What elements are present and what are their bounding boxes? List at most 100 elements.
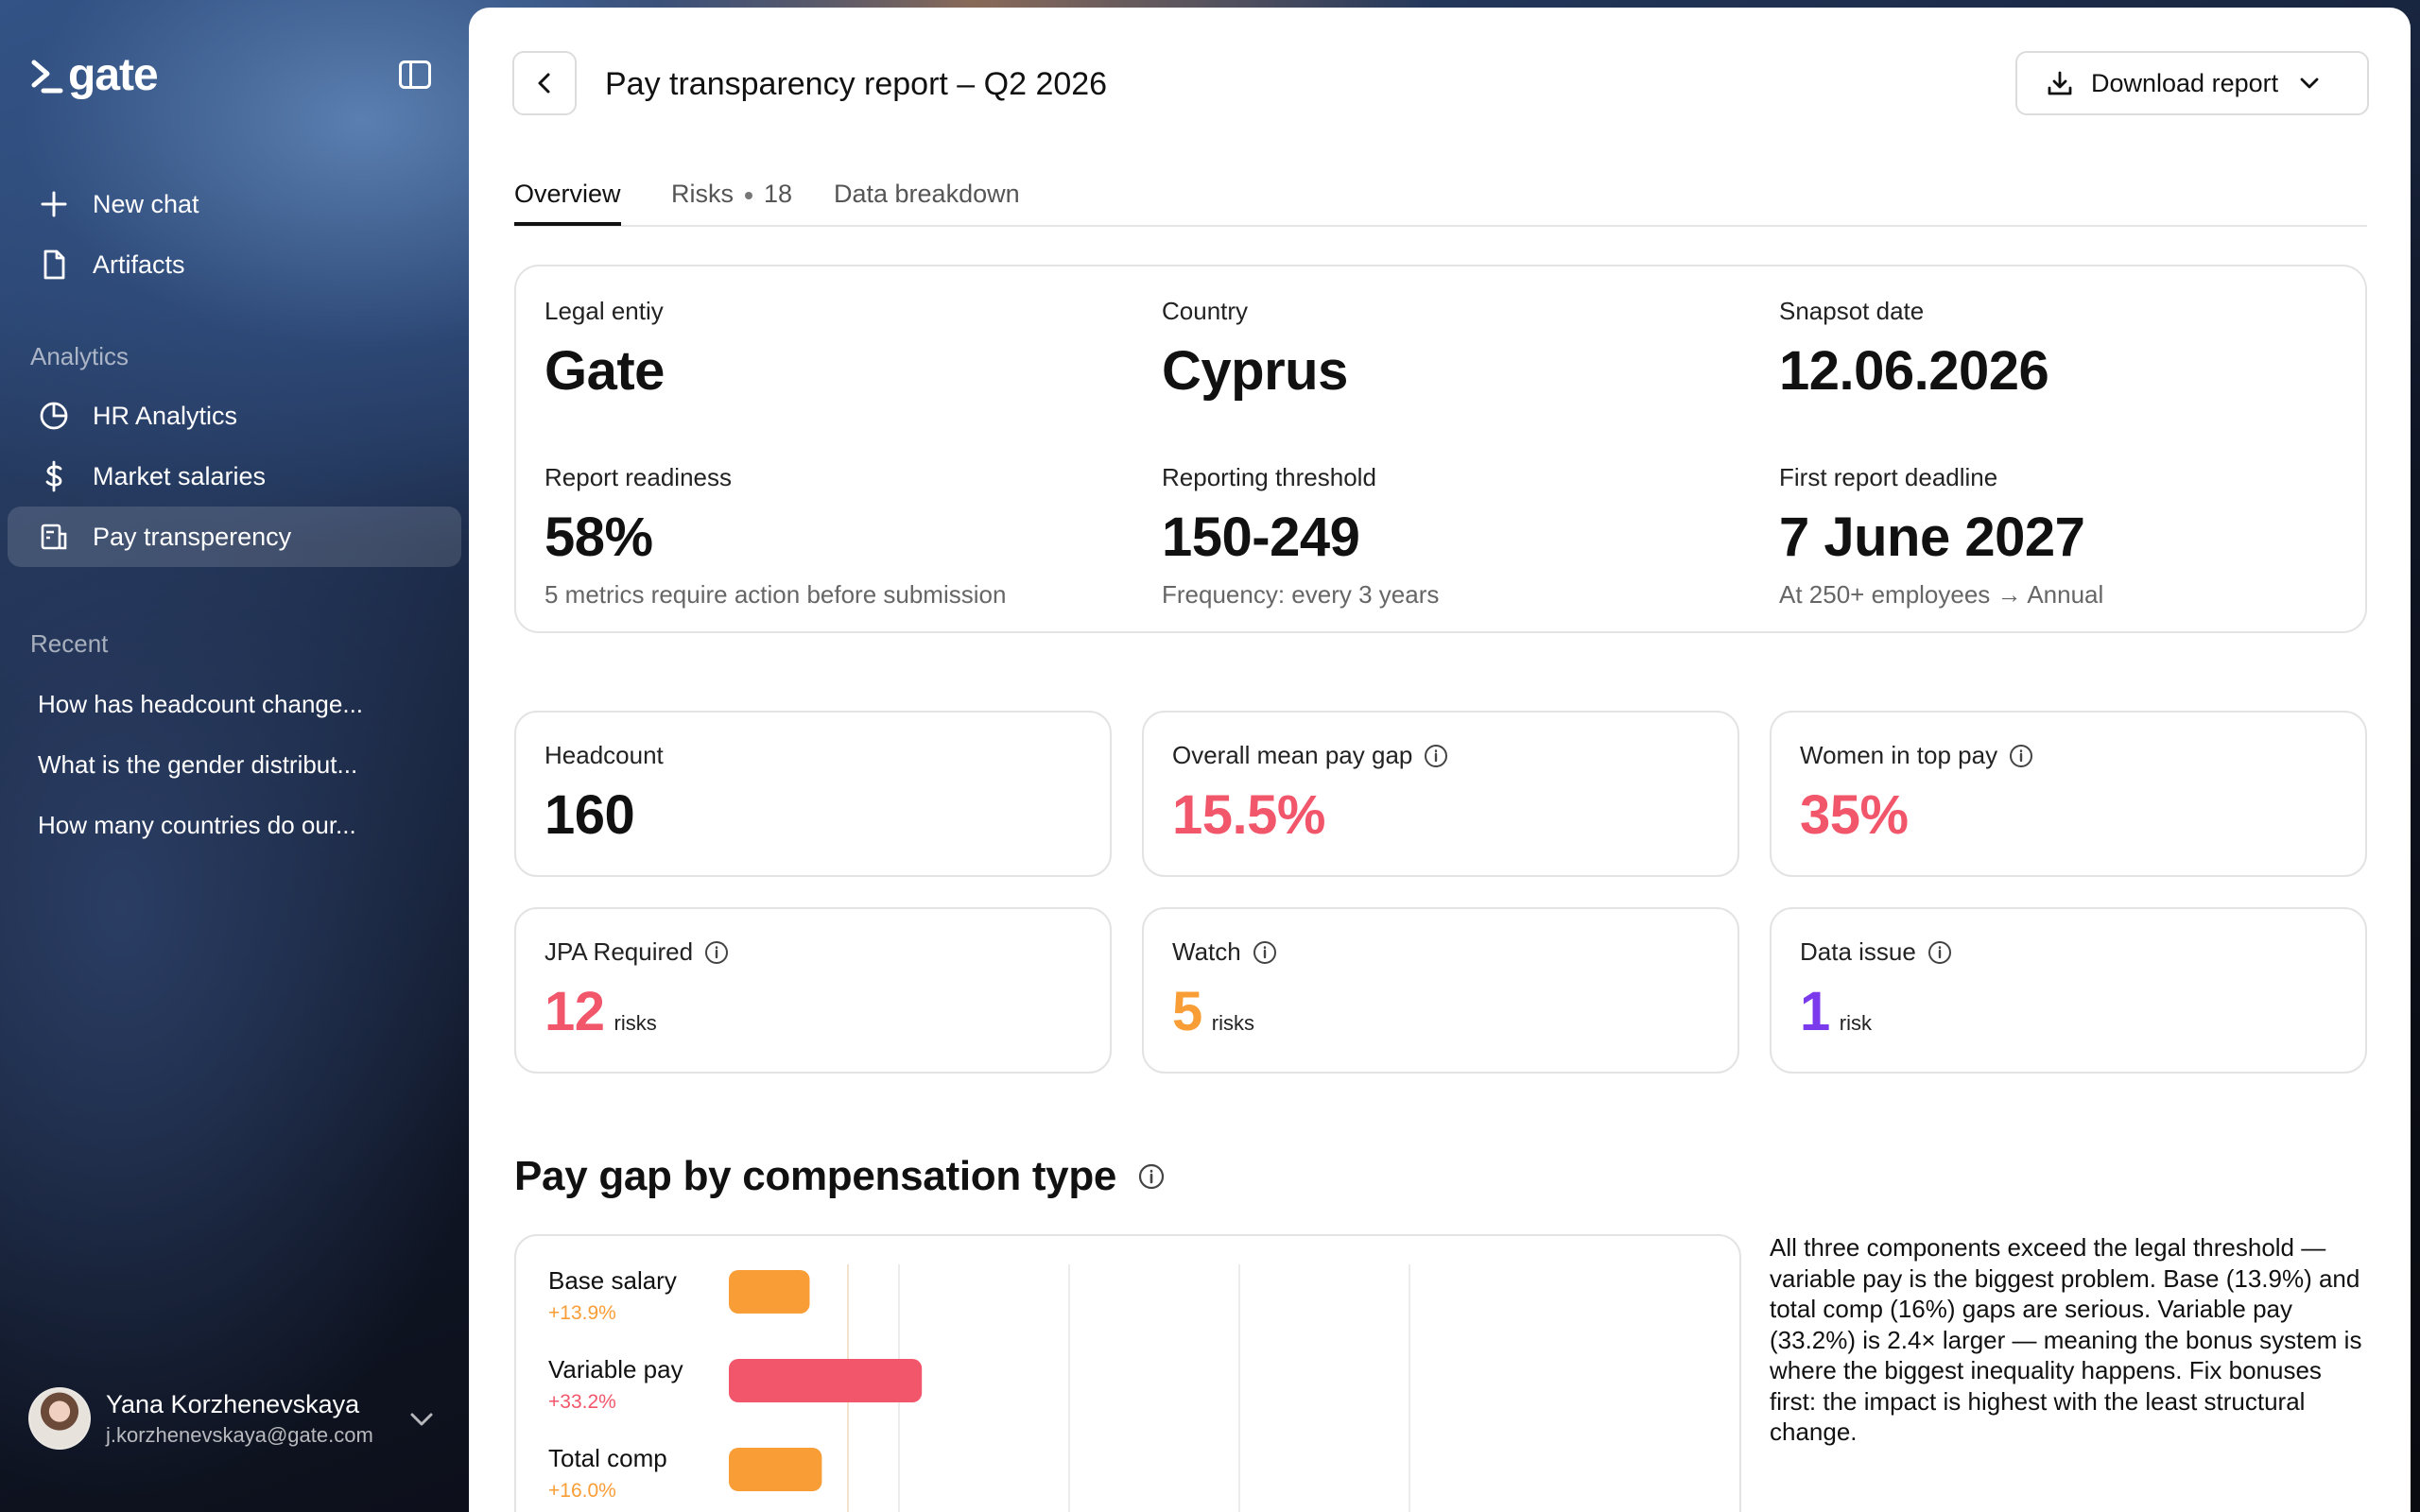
headcount-label: Headcount: [544, 741, 664, 769]
user-name: Yana Korzhenevskaya: [106, 1389, 360, 1418]
dollar-icon: [45, 460, 62, 492]
snapshot-date-label: Snapsot date: [1779, 297, 1925, 325]
chart-value-label: +33.2%: [548, 1391, 616, 1413]
legal-entity-field: Legal entiy Gate: [544, 297, 665, 403]
jpa-required-card[interactable]: JPA Required 12 risks: [514, 907, 1112, 1074]
chart-category-label: Variable pay: [548, 1355, 683, 1383]
avatar: [28, 1387, 91, 1450]
chart-category-label: Total comp: [548, 1444, 667, 1472]
pay-gap-chart: Base salary +13.9% Variable pay +33.2% Total…: [514, 1234, 1741, 1512]
download-label: Download report: [2091, 68, 2279, 97]
recent-section-label: Recent: [30, 629, 109, 658]
report-info-card: Legal entiy Gate Country Cyprus Snapsot …: [514, 265, 2367, 633]
chart-bar[interactable]: [729, 1270, 810, 1314]
data-issue-card[interactable]: Data issue 1 risk: [1770, 907, 2367, 1074]
watch-unit: risks: [1211, 1011, 1254, 1035]
legal-entity-value: Gate: [544, 340, 665, 402]
download-report-button[interactable]: Download report: [2015, 51, 2369, 115]
jpa-required-unit: risks: [614, 1011, 657, 1035]
country-label: Country: [1162, 297, 1249, 325]
user-profile[interactable]: Yana Korzhenevskaya j.korzhenevskaya@gat…: [28, 1387, 373, 1450]
analytics-section-label: Analytics: [30, 342, 130, 370]
report-deadline-label: First report deadline: [1779, 463, 1998, 491]
watch-card[interactable]: Watch 5 risks: [1142, 907, 1739, 1074]
women-top-pay-label: Women in top pay: [1800, 741, 2337, 770]
legal-entity-label: Legal entiy: [544, 297, 664, 325]
chart-value-label: +16.0%: [548, 1480, 616, 1502]
tab-risks-count: 18: [764, 180, 793, 208]
reporting-threshold-label: Reporting threshold: [1162, 463, 1376, 491]
download-icon: [2048, 71, 2072, 95]
data-issue-value: 1 risk: [1800, 981, 1872, 1042]
women-top-pay-card: Women in top pay 35%: [1770, 711, 2367, 877]
country-field: Country Cyprus: [1162, 297, 1348, 403]
app-logo[interactable]: gate: [30, 49, 159, 101]
app-name: gate: [68, 50, 159, 100]
info-icon[interactable]: [1137, 1162, 1166, 1191]
collapse-sidebar-icon[interactable]: [399, 60, 431, 89]
sidebar-item-label: Market salaries: [93, 461, 267, 490]
chart-bar[interactable]: [729, 1359, 923, 1402]
prompt-logo-icon: [31, 60, 63, 93]
chevron-down-icon: [2300, 77, 2319, 89]
watch-label: Watch: [1172, 937, 1709, 967]
chart-bar[interactable]: [729, 1448, 822, 1491]
report-icon: [41, 524, 67, 550]
main-panel: Pay transparency report – Q2 2026 Downlo…: [469, 8, 2411, 1512]
watch-value: 5 risks: [1172, 981, 1254, 1042]
jpa-required-label: JPA Required: [544, 937, 1081, 967]
pay-gap-chart-svg: Base salary +13.9% Variable pay +33.2% Total…: [548, 1264, 1410, 1512]
sidebar-item-label: New chat: [93, 189, 199, 218]
tab-risks[interactable]: Risks 18: [671, 180, 792, 226]
snapshot-date-field: Snapsot date 12.06.2026: [1779, 297, 2049, 403]
chart-explanation: All three components exceed the legal th…: [1770, 1233, 2362, 1446]
report-deadline-field: First report deadline 7 June 2027 At 250…: [1779, 463, 2103, 610]
headcount-value: 160: [544, 784, 635, 846]
reporting-threshold-note: Frequency: every 3 years: [1162, 580, 1440, 609]
data-issue-label: Data issue: [1800, 937, 2337, 967]
user-email: j.korzhenevskaya@gate.com: [106, 1422, 373, 1447]
tab-bar: Overview Risks 18 Data breakdown: [514, 170, 2367, 227]
info-icon[interactable]: [1253, 940, 1277, 965]
reporting-threshold-field: Reporting threshold 150-249 Frequency: e…: [1162, 463, 1439, 610]
report-deadline-note: At 250+ employees → Annual: [1779, 580, 2104, 609]
tab-data-breakdown[interactable]: Data breakdown: [834, 180, 1020, 208]
chart-value-label: +13.9%: [548, 1302, 616, 1324]
headcount-card: Headcount 160: [514, 711, 1112, 877]
report-deadline-value: 7 June 2027: [1779, 507, 2085, 568]
recent-chat-item[interactable]: How many countries do our...: [38, 811, 356, 839]
women-top-pay-value: 35%: [1800, 784, 1909, 846]
info-icon[interactable]: [1927, 940, 1952, 965]
info-icon[interactable]: [704, 940, 729, 965]
chevron-left-icon: [538, 73, 550, 94]
report-readiness-field: Report readiness 58% 5 metrics require a…: [544, 463, 1006, 610]
chevron-down-icon[interactable]: [408, 1410, 435, 1429]
report-readiness-label: Report readiness: [544, 463, 732, 491]
section-title: Pay gap by compensation type: [514, 1153, 1166, 1200]
sidebar-item-pay-transparency[interactable]: Pay transperency: [8, 507, 461, 567]
sidebar-item-label: HR Analytics: [93, 401, 238, 430]
sidebar-item-hr-analytics[interactable]: HR Analytics: [8, 386, 461, 446]
sidebar-item-label: Artifacts: [93, 249, 185, 279]
info-icon[interactable]: [2009, 744, 2033, 768]
recent-chat-item[interactable]: What is the gender distribut...: [38, 750, 358, 779]
tab-risks-label: Risks: [671, 180, 734, 208]
mean-pay-gap-value: 15.5%: [1172, 784, 1325, 846]
recent-chat-item[interactable]: How has headcount change...: [38, 690, 364, 718]
back-button[interactable]: [512, 51, 577, 115]
country-value: Cyprus: [1162, 340, 1348, 402]
report-readiness-note: 5 metrics require action before submissi…: [544, 580, 1007, 609]
sidebar-item-new-chat[interactable]: New chat: [8, 174, 461, 234]
info-icon[interactable]: [1424, 744, 1448, 768]
tab-separator-dot: [745, 191, 752, 199]
data-issue-unit: risk: [1839, 1011, 1872, 1035]
sidebar-item-market-salaries[interactable]: Market salaries: [8, 446, 461, 507]
tab-overview[interactable]: Overview: [514, 180, 621, 226]
jpa-required-value: 12 risks: [544, 981, 657, 1042]
sidebar-item-artifacts[interactable]: Artifacts: [8, 234, 461, 295]
sidebar: gate New chat Artifacts Analytics HR Ana…: [0, 0, 469, 1512]
chart-category-label: Base salary: [548, 1266, 677, 1295]
sidebar-item-label: Pay transperency: [93, 522, 292, 551]
reporting-threshold-value: 150-249: [1162, 507, 1360, 568]
plus-icon: [41, 191, 67, 217]
